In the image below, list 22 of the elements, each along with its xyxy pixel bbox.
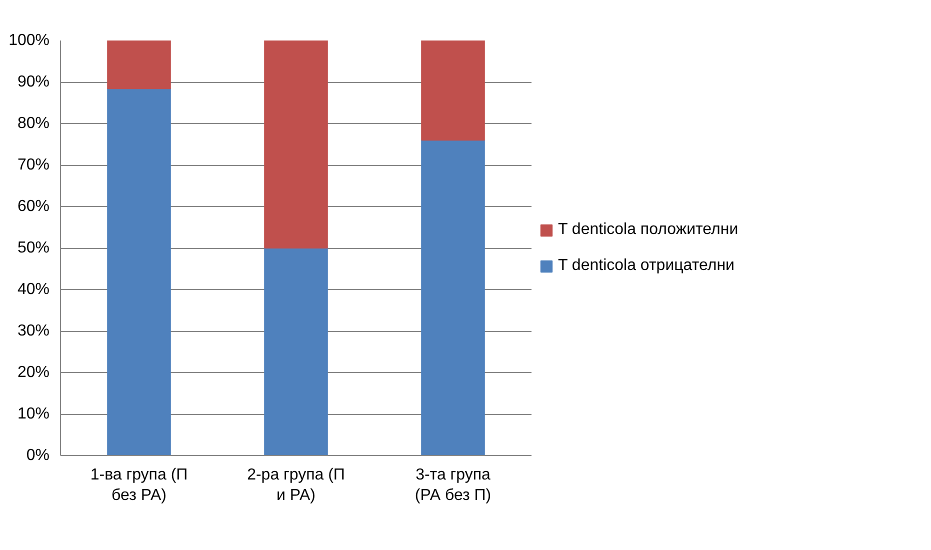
y-tick-label: 10% xyxy=(17,406,50,422)
x-tick-label: 2-ра група (П и РА) xyxy=(247,466,345,504)
y-tick-label: 70% xyxy=(17,156,50,174)
x-tick-label: 3-та група (РА без П) xyxy=(414,466,492,504)
bar xyxy=(107,88,171,456)
x-tick-label: 1-ва група (П без РА) xyxy=(90,466,188,504)
y-tick-label: 20% xyxy=(17,364,50,381)
bar xyxy=(421,140,485,456)
y-tick-label: 40% xyxy=(17,281,50,298)
y-tick-label: 100% xyxy=(8,32,50,49)
y-tick-label: 0% xyxy=(26,447,50,464)
bar xyxy=(264,248,328,456)
bar xyxy=(264,40,328,248)
legend-label: T denticola отрицателни xyxy=(558,256,734,274)
y-tick-label: 60% xyxy=(17,198,50,215)
y-tick-label: 90% xyxy=(17,74,50,90)
legend-label: T denticola положителни xyxy=(558,220,738,238)
bar xyxy=(107,40,171,90)
bar xyxy=(421,40,485,141)
y-tick-label: 50% xyxy=(17,240,50,256)
y-tick-label: 80% xyxy=(17,115,50,132)
y-tick-label: 30% xyxy=(17,322,50,340)
